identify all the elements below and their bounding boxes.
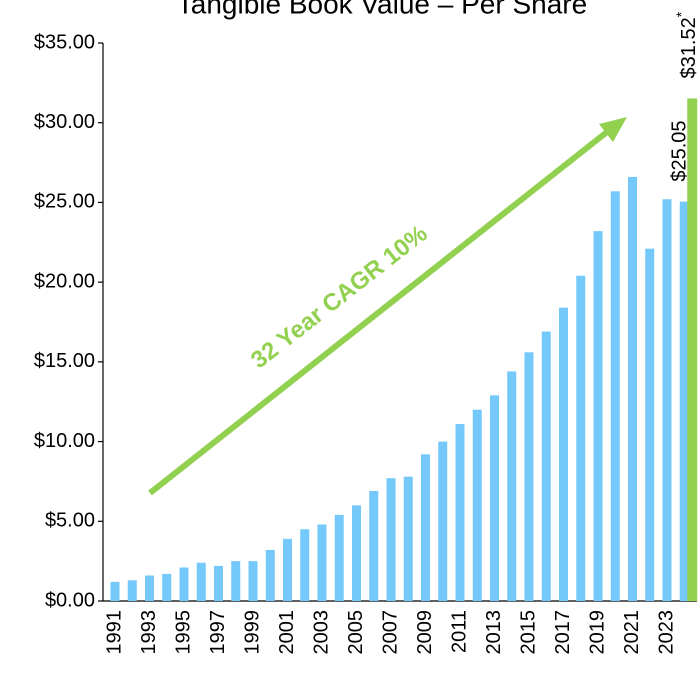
x-tick-label: 2021 [621, 610, 643, 655]
bar [369, 490, 379, 601]
x-tick-label: 2015 [517, 610, 539, 655]
bar [472, 409, 482, 601]
cagr-annotation: 32 Year CAGR 10% [246, 220, 433, 374]
bar [110, 581, 120, 601]
bar [145, 575, 154, 601]
y-tick-label: $20.00 [34, 270, 95, 292]
x-tick-label: 2017 [552, 610, 574, 655]
bar [541, 331, 551, 601]
bar [662, 199, 672, 602]
x-tick-label: 2013 [483, 610, 505, 655]
bar [679, 201, 689, 602]
y-tick-label: $35.00 [34, 31, 95, 53]
chart-title: Tangible Book Value – Per Share [177, 0, 587, 19]
x-tick-label: 2011 [448, 610, 470, 653]
bar [300, 529, 310, 601]
x-tick-label: 1997 [207, 610, 229, 655]
y-tick-label: $10.00 [34, 430, 95, 452]
bar [610, 191, 620, 602]
x-tick-label: 2023 [655, 610, 677, 655]
x-tick-label: 2005 [345, 610, 367, 655]
x-tick-label: 2009 [414, 610, 436, 655]
bar [248, 561, 258, 601]
bar [455, 424, 465, 601]
adjusted-label: $31.52 [679, 17, 700, 78]
bar [127, 580, 137, 601]
y-tick-label: $5.00 [45, 510, 95, 532]
bar [386, 478, 396, 601]
bar [283, 538, 292, 601]
y-tick-label: $30.00 [34, 111, 95, 133]
x-tick-label: 1991 [103, 610, 125, 655]
bar [628, 176, 637, 602]
x-tick-label: 2001 [276, 610, 298, 655]
bar [576, 275, 586, 601]
adjusted-value-label: $31.52* [673, 11, 700, 78]
bar [352, 505, 361, 601]
bar [196, 562, 206, 601]
x-tick-label: 1995 [172, 610, 194, 655]
x-tick-label: 2003 [310, 610, 332, 655]
x-tick-label: 1993 [138, 610, 160, 655]
bar [317, 524, 327, 601]
bar [403, 476, 413, 601]
adjusted-bar [687, 98, 698, 601]
bar [214, 565, 223, 601]
bar [507, 371, 517, 601]
bar [162, 573, 172, 601]
bar [593, 231, 603, 601]
bar [231, 561, 241, 601]
cagr-arrow [148, 117, 627, 496]
value-label: $25.05 [669, 120, 691, 181]
bar [334, 514, 344, 601]
y-tick-label: $15.00 [34, 350, 95, 372]
bar [265, 549, 275, 601]
bar [421, 454, 430, 601]
bar [645, 248, 655, 602]
x-tick-label: 1999 [241, 610, 263, 655]
bar [438, 441, 448, 601]
bar [179, 567, 189, 601]
bar [524, 352, 534, 601]
x-tick-label: 2019 [586, 610, 608, 655]
bar [490, 395, 499, 601]
y-tick-label: $25.00 [34, 191, 95, 213]
y-tick-label: $0.00 [45, 589, 95, 611]
footnote-mark: * [673, 11, 689, 17]
x-tick-label: 2007 [379, 610, 401, 655]
bar [559, 307, 568, 601]
